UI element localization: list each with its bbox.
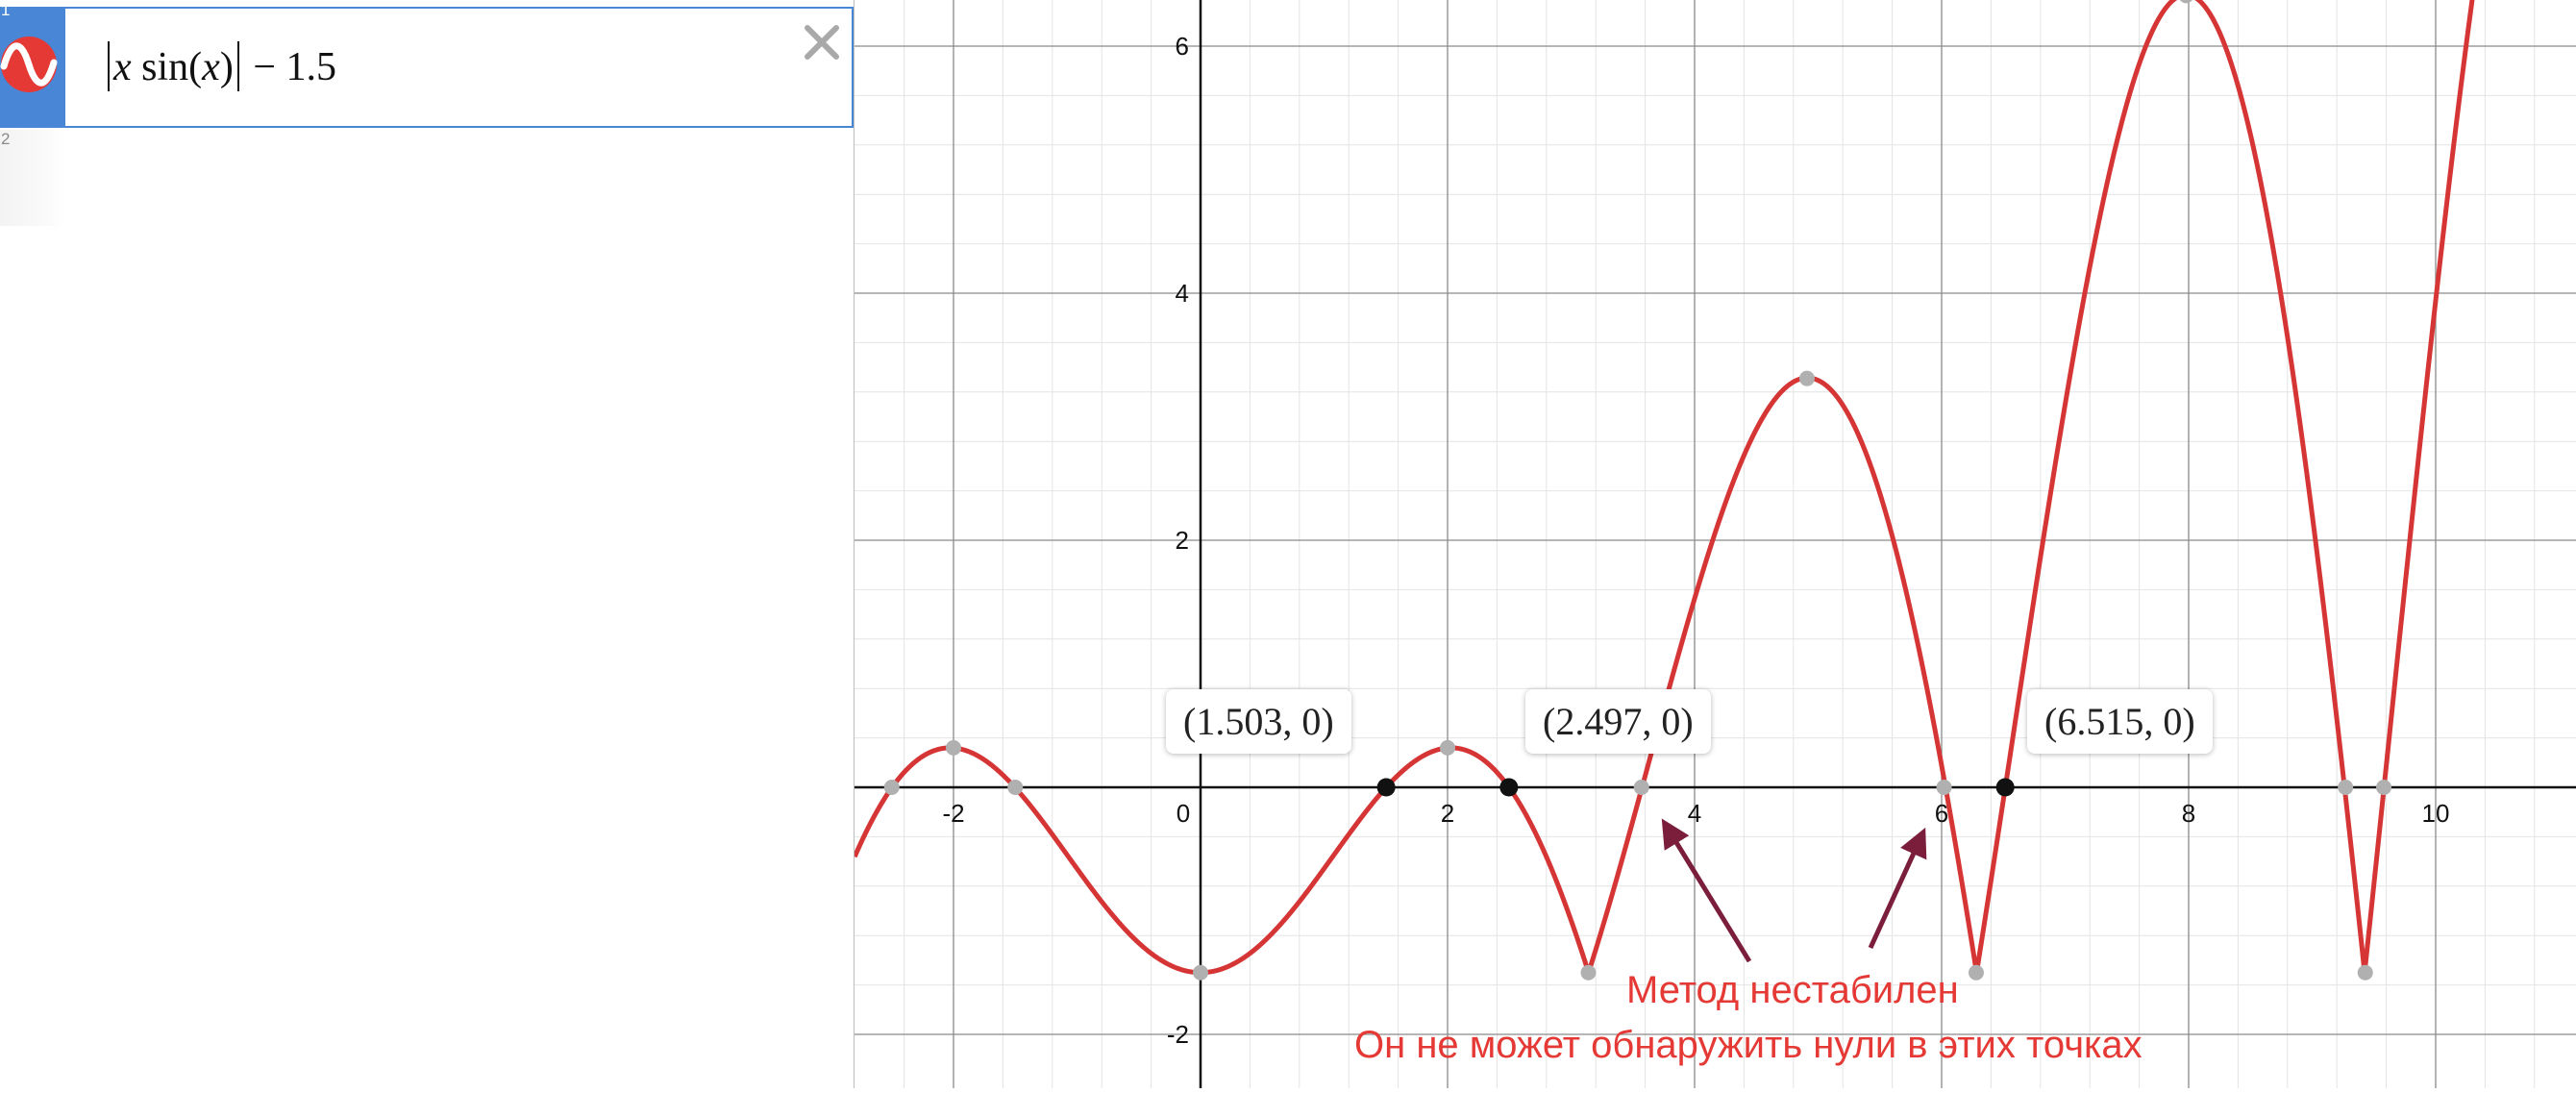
grey-point	[2376, 780, 2392, 795]
expression-row-1[interactable]: 1 x sin(x) − 1.5	[0, 1, 854, 128]
zero-label-3[interactable]: (6.515, 0)	[2027, 689, 2213, 754]
axes	[855, 0, 2576, 1088]
arrow-left	[1661, 818, 1752, 963]
grey-point	[1440, 739, 1455, 756]
y-tick-label: 4	[1176, 279, 1189, 308]
grey-point	[1968, 964, 1984, 981]
function-path	[852, 0, 2475, 976]
grey-point	[1633, 780, 1649, 795]
marked-zero-point	[1499, 778, 1519, 797]
y-tick-label: -2	[1167, 1020, 1189, 1049]
zero-label-1[interactable]: (1.503, 0)	[1166, 689, 1351, 754]
expression-index: 2	[1, 130, 11, 148]
expression-gutter[interactable]: 1	[0, 1, 65, 128]
x-tick-label: 8	[2182, 799, 2195, 828]
annotation-arrows	[1661, 818, 1927, 963]
x-tick-label: 2	[1441, 799, 1454, 828]
x-tick-label: 6	[1935, 799, 1948, 828]
annotation-line-1: Метод нестабилен	[1626, 969, 1959, 1011]
tick-labels: -2 0 2 4 6 8 10 6 4 2 -2	[942, 32, 2449, 1049]
expression-gutter: 2	[0, 130, 65, 226]
x-tick-label: 0	[1177, 799, 1190, 828]
grey-point	[2179, 0, 2192, 4]
grey-point	[1580, 964, 1597, 981]
y-tick-label: 2	[1176, 526, 1189, 555]
sine-wave-icon[interactable]	[0, 36, 58, 93]
grey-point	[1936, 780, 1952, 795]
annotation-line-2: Он не может обнаружить нули в этих точка…	[1354, 1024, 2143, 1066]
grey-point	[2338, 780, 2354, 795]
grey-point	[883, 780, 900, 795]
grey-point	[1007, 780, 1024, 795]
y-tick-label: 6	[1176, 32, 1189, 61]
graph-canvas[interactable]: -2 0 2 4 6 8 10 6 4 2 -2	[852, 0, 2576, 1088]
graph-area[interactable]: -2 0 2 4 6 8 10 6 4 2 -2 (1.503, 0) (2.497, 0) (6.…	[852, 0, 2576, 1088]
grey-point	[946, 739, 961, 756]
grey-point	[2357, 964, 2373, 981]
delete-expression-button[interactable]	[800, 20, 844, 64]
x-tick-label: -2	[942, 799, 964, 828]
marked-zero-point	[1995, 778, 2015, 797]
grey-point	[1193, 964, 1208, 981]
function-curve[interactable]	[852, 0, 2571, 976]
grid-minor	[855, 0, 2576, 1088]
expression-row-2[interactable]: 2	[0, 130, 854, 226]
expression-index: 1	[1, 1, 11, 19]
expression-list: 1 x sin(x) − 1.5 2	[0, 0, 855, 1088]
grey-point	[1798, 370, 1815, 386]
x-tick-label: 10	[2422, 799, 2450, 828]
expression-input[interactable]: x sin(x) − 1.5	[65, 7, 854, 128]
marked-zero-point	[1376, 778, 1396, 797]
expression-latex[interactable]: x sin(x) − 1.5	[104, 41, 336, 91]
points-of-interest[interactable]	[883, 0, 2392, 981]
x-tick-label: 4	[1688, 799, 1701, 828]
arrow-right	[1868, 827, 1927, 950]
zero-label-2[interactable]: (2.497, 0)	[1525, 689, 1711, 754]
